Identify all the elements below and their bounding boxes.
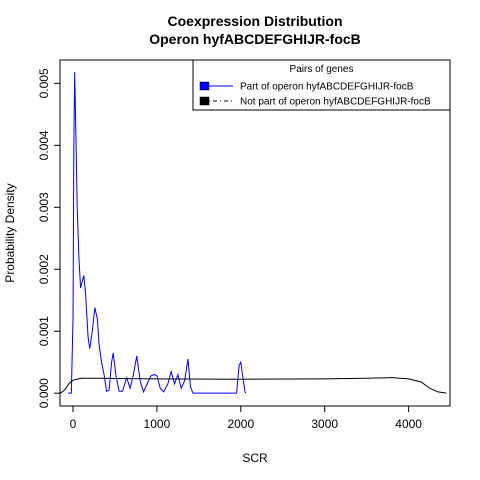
y-tick-label: 0.005 bbox=[37, 68, 51, 98]
x-tick-label: 2000 bbox=[227, 417, 254, 431]
chart-subtitle: Operon hyfABCDEFGHIJR-focB bbox=[149, 31, 361, 47]
x-tick-label: 0 bbox=[70, 417, 77, 431]
legend-label: Not part of operon hyfABCDEFGHIJR-focB bbox=[240, 97, 431, 108]
y-axis-label: Probability Density bbox=[3, 183, 17, 282]
legend-swatch bbox=[199, 81, 210, 91]
y-tick-label: 0.003 bbox=[37, 192, 51, 222]
legend-swatch bbox=[199, 96, 210, 106]
density-line bbox=[67, 72, 247, 394]
x-tick-label: 3000 bbox=[311, 417, 338, 431]
density-line bbox=[60, 377, 447, 394]
y-tick-label: 0.002 bbox=[37, 254, 51, 284]
legend-label: Part of operon hyfABCDEFGHIJR-focB bbox=[240, 82, 414, 93]
legend-title: Pairs of genes bbox=[290, 64, 354, 75]
y-tick-label: 0.000 bbox=[37, 378, 51, 408]
chart-title: Coexpression Distribution bbox=[167, 13, 342, 29]
x-tick-label: 4000 bbox=[395, 417, 422, 431]
x-axis-label: SCR bbox=[242, 451, 268, 465]
legend-box bbox=[192, 59, 451, 111]
y-tick-label: 0.004 bbox=[37, 130, 51, 160]
x-tick-label: 1000 bbox=[144, 417, 171, 431]
y-tick-label: 0.001 bbox=[37, 316, 51, 346]
